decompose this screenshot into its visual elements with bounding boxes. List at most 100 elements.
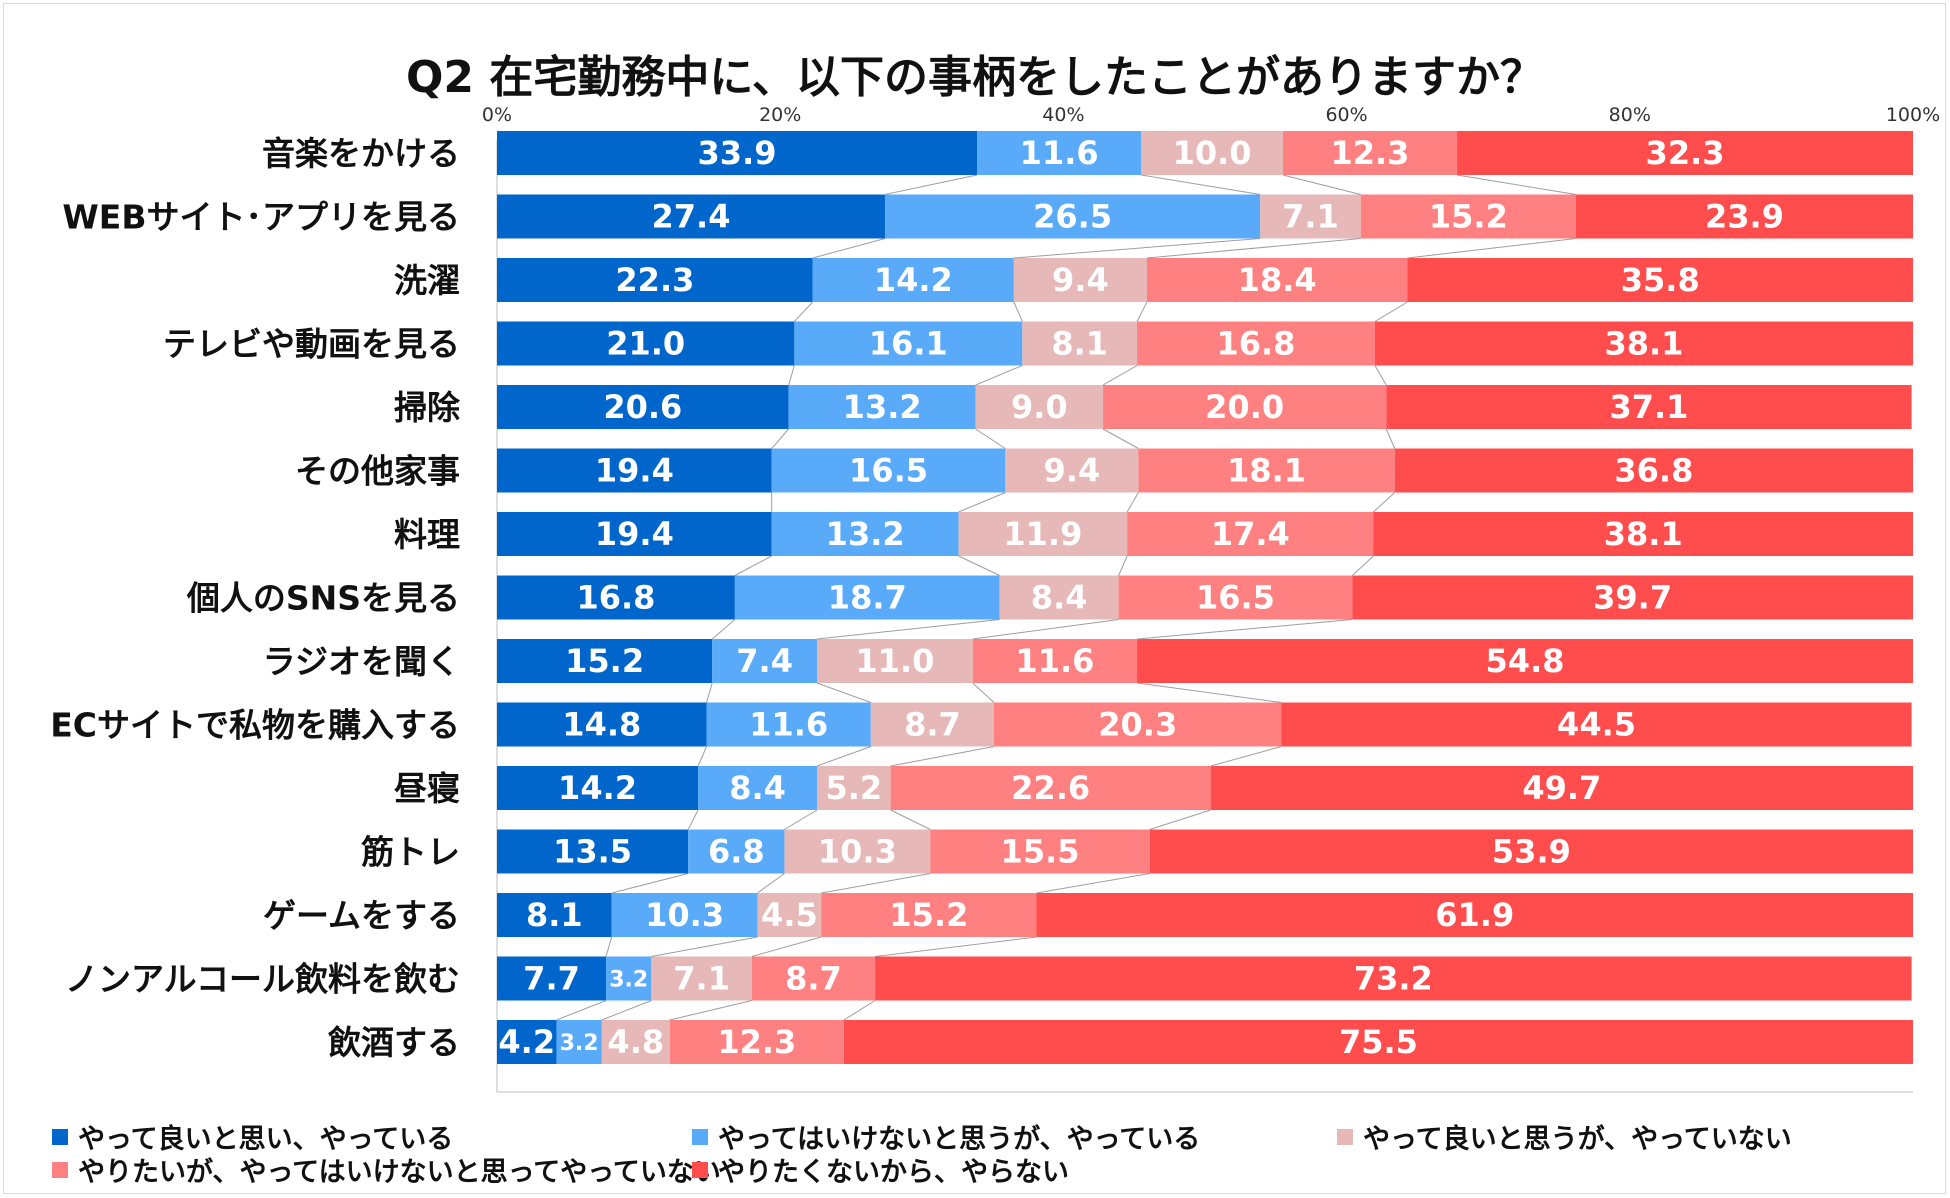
series-line [556,1000,607,1021]
bar-segment [688,829,785,874]
data-label: 7.1 [673,960,730,998]
bar-segment [1013,258,1147,302]
x-tick-label: 60% [1325,104,1367,126]
bar-segment [994,702,1282,747]
bar-segment [977,131,1142,175]
series-line [821,873,931,894]
bar-segment [757,893,822,937]
series-line [788,365,795,386]
data-label: 20.6 [603,388,682,426]
series-line [958,492,1006,513]
category-label: 筋トレ [361,833,460,872]
data-label: 5.2 [825,769,882,807]
data-label: 15.2 [565,642,644,680]
bar-segment [497,575,735,620]
bar-segment [1374,321,1913,366]
data-label: 17.4 [1211,515,1290,553]
series-line [816,619,1000,640]
series-line [751,936,822,957]
data-label: 22.6 [1011,769,1090,807]
series-line [1141,174,1261,195]
series-line [1146,238,1361,259]
series-line [711,619,736,640]
bar-segment [890,766,1211,810]
bar-segment [1103,385,1387,429]
bar-segment [497,893,612,937]
bar-segment [1386,385,1912,429]
bar-segment [784,829,931,874]
series-line [816,746,871,767]
series-line [1013,238,1261,259]
series-line [1036,873,1150,894]
data-label: 10.0 [1173,134,1252,172]
bar-segment [706,702,871,747]
series-line [972,682,995,703]
series-line [757,873,785,894]
bar-segment [497,702,707,747]
series-line [890,746,995,767]
bar-segment [1360,194,1576,239]
bar-segment [870,702,995,747]
data-label: 11.0 [855,642,934,680]
series-line [1102,365,1138,386]
data-label: 38.1 [1604,515,1683,553]
bar-segment [1282,131,1458,175]
data-label: 11.6 [1015,642,1094,680]
data-label: 16.1 [869,325,948,363]
data-label: 8.1 [526,896,583,934]
category-label: テレビや動画を見る [163,325,460,364]
bar-segment [958,512,1128,556]
x-tick-label: 0% [482,104,512,126]
series-line [651,936,758,957]
series-line [1149,809,1211,830]
data-label: 3.2 [560,1031,599,1056]
bar-segment [712,639,818,683]
data-label: 73.2 [1354,960,1433,998]
data-label: 16.5 [849,452,928,490]
bar-segment [817,639,973,683]
series-line [1385,428,1396,449]
bar-segment [817,766,891,810]
data-label: 3.2 [609,968,648,993]
bar-segment [497,448,772,493]
series-line [1126,492,1139,513]
category-label: ノンアルコール飲料を飲む [65,960,460,999]
series-line [816,682,871,703]
bar-segment [556,1020,602,1064]
bar-segment [1260,194,1361,239]
bar-segment [1118,575,1353,620]
data-label: 10.3 [818,833,897,871]
bar-segment [788,385,976,429]
data-label: 7.7 [523,960,580,998]
bar-segment [1005,448,1139,493]
data-label: 13.2 [843,388,922,426]
data-label: 26.5 [1033,198,1112,236]
data-label: 38.1 [1604,325,1683,363]
series-line [1351,555,1374,576]
data-label: 35.8 [1621,261,1700,299]
data-label: 7.4 [736,642,793,680]
bar-segment [497,194,885,239]
series-line [611,873,689,894]
series-line [784,809,818,830]
series-line [1118,555,1128,576]
bar-segment [497,639,713,683]
data-label: 37.1 [1609,388,1688,426]
data-label: 44.5 [1557,706,1636,744]
bar-segment [771,448,1006,493]
bar-segment [497,1020,557,1064]
chart-title: Q2 在宅勤務中に、以下の事柄をしたことがありますか？ [405,52,1544,103]
data-label: 21.0 [606,325,685,363]
data-label: 16.8 [576,579,655,617]
series-line [1374,365,1387,386]
category-label: 音楽をかける [262,134,460,173]
category-label: 料理 [394,515,460,554]
data-label: 11.6 [749,706,828,744]
bar-segment [1149,829,1913,874]
bar-segment [497,385,789,429]
data-label: 8.7 [904,706,961,744]
data-label: 33.9 [698,134,777,172]
series-line [972,619,1119,640]
series-line [1282,174,1361,195]
